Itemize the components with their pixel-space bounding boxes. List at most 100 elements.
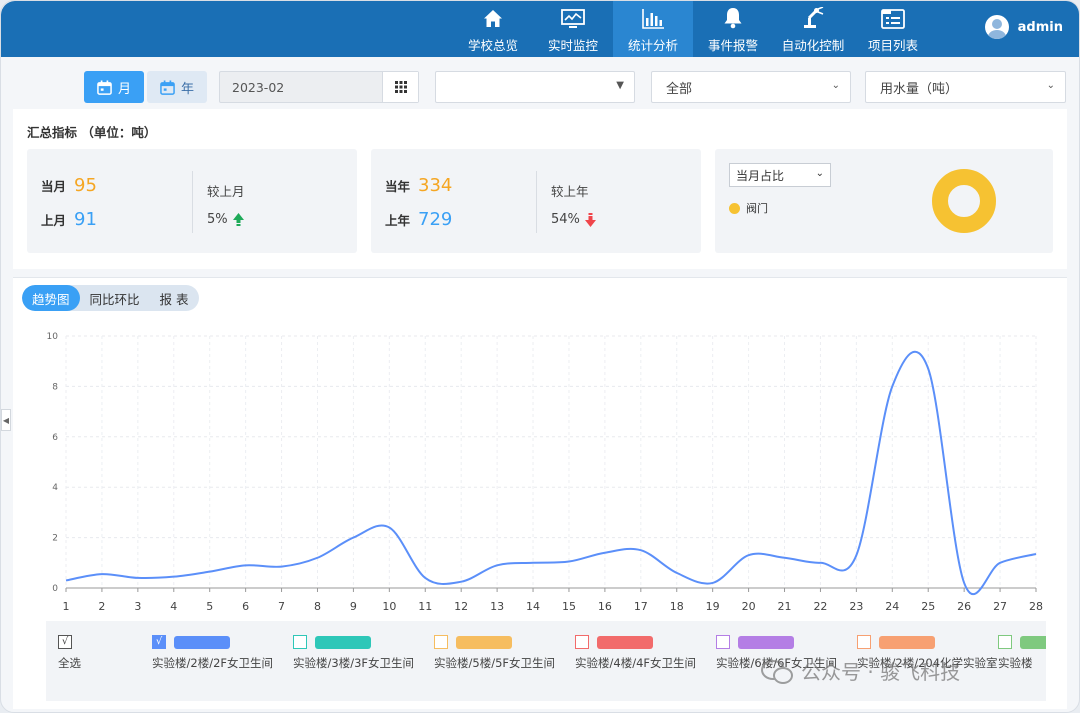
checkbox-icon[interactable]: √ [58, 635, 72, 649]
legend-color-bar [879, 636, 935, 649]
x-tick-label: 6 [242, 600, 249, 613]
checkbox-icon[interactable] [575, 635, 589, 649]
legend-item-label: 实验楼/2楼/204化学实验室 [857, 656, 998, 670]
prev-year-label: 上年 [385, 213, 411, 228]
x-tick-label: 23 [849, 600, 863, 613]
metric-select[interactable]: 用水量（吨） ⌄ [865, 71, 1066, 103]
collapse-sidebar-button[interactable]: ◀ [1, 409, 11, 431]
current-month-label: 当月 [41, 179, 67, 194]
x-tick-label: 12 [454, 600, 468, 613]
month-compare-value-group: 5% [207, 212, 244, 227]
x-tick-label: 28 [1029, 600, 1043, 613]
top-navigation-bar: 学校总览 实时监控 统计分析 事件报警 自动化控制 项目列表 admin [1, 1, 1079, 57]
tab-0[interactable]: 趋势图 [22, 285, 80, 311]
list-icon [881, 1, 905, 31]
nav-item-5[interactable]: 项目列表 [853, 1, 933, 57]
legend-item-label: 实验楼/3楼/3F女卫生间 [293, 656, 414, 670]
year-compare-value-group: 54% [551, 212, 596, 227]
y-tick-label: 0 [52, 584, 58, 594]
ratio-legend-item[interactable]: 阀门 [729, 200, 768, 216]
tab-2[interactable]: 报 表 [159, 291, 189, 307]
caret-down-icon: ▼ [616, 80, 624, 91]
x-tick-label: 19 [706, 600, 720, 613]
avatar [984, 15, 1009, 39]
legend-color-bar [597, 636, 653, 649]
device-select[interactable]: 全部 ⌄ [651, 71, 851, 103]
prev-month-value: 91 [74, 209, 97, 230]
date-value: 2023-02 [232, 79, 285, 95]
calendar-icon [160, 79, 175, 95]
x-tick-label: 24 [885, 600, 899, 613]
x-tick-label: 11 [418, 600, 432, 613]
nav-item-2[interactable]: 统计分析 [613, 1, 693, 57]
watermark: 公众号 · 骏飞科技 [761, 656, 960, 685]
current-year-value: 334 [418, 175, 453, 196]
x-tick-label: 22 [813, 600, 827, 613]
series-line-0[interactable] [65, 350, 1037, 595]
x-tick-label: 4 [170, 600, 177, 613]
checkbox-icon[interactable] [293, 635, 307, 649]
x-tick-label: 10 [382, 600, 396, 613]
metric-select-value: 用水量（吨） [880, 81, 959, 97]
month-compare-label: 较上月 [207, 184, 245, 199]
wechat-icon [761, 658, 793, 684]
user-menu[interactable]: admin [984, 15, 1063, 39]
bar-chart-icon [642, 1, 664, 31]
year-toggle-button[interactable]: 年 [147, 71, 207, 103]
checkbox-icon[interactable] [716, 635, 730, 649]
location-select[interactable]: ▼ [435, 71, 635, 103]
chevron-down-icon: ⌄ [815, 168, 824, 179]
calendar-icon [97, 79, 112, 95]
nav-item-4[interactable]: 自动化控制 [773, 1, 853, 57]
y-tick-label: 10 [47, 332, 59, 342]
legend-color-bar [1020, 636, 1046, 649]
year-compare-label: 较上年 [551, 184, 589, 199]
arrow-down-icon [584, 212, 596, 227]
legend-color-dot [729, 202, 740, 214]
select-all-label: 全选 [58, 656, 81, 670]
date-picker-button[interactable] [382, 72, 418, 102]
x-tick-label: 1 [63, 600, 70, 613]
nav-item-3[interactable]: 事件报警 [693, 1, 773, 57]
checkbox-icon[interactable] [998, 635, 1012, 649]
ratio-donut-chart [932, 169, 996, 233]
year-summary-card: 当年 334 上年 729 较上年 54% [371, 149, 701, 253]
main-nav: 学校总览 实时监控 统计分析 事件报警 自动化控制 项目列表 [453, 1, 933, 57]
ratio-select[interactable]: 当月占比 ⌄ [729, 163, 831, 187]
y-tick-label: 6 [52, 433, 58, 443]
x-tick-label: 15 [562, 600, 576, 613]
date-picker-input[interactable]: 2023-02 [219, 71, 419, 103]
checkbox-icon[interactable] [434, 635, 448, 649]
device-select-value: 全部 [666, 81, 693, 97]
legend-item-label: 实验楼/4楼/4F女卫生间 [575, 656, 696, 670]
year-label: 年 [180, 81, 194, 97]
filter-toolbar: 月 年 2023-02 ▼ 全部 ⌄ 用水量（吨） ⌄ [1, 71, 1079, 103]
month-toggle-button[interactable]: 月 [84, 71, 144, 103]
chevron-down-icon: ⌄ [1046, 80, 1055, 91]
bell-icon [723, 1, 743, 31]
watermark-text: 公众号 · 骏飞科技 [801, 660, 961, 684]
x-tick-label: 14 [526, 600, 540, 613]
chart-panel: 趋势图 同比环比报 表 0 2 4 6 8 10 1 2 3 4 5 6 7 8 9 10 11 12 13 14 15 1… [13, 277, 1067, 709]
nav-item-1[interactable]: 实时监控 [533, 1, 613, 57]
nav-item-0[interactable]: 学校总览 [453, 1, 533, 57]
x-tick-label: 26 [957, 600, 971, 613]
chart-tabs: 趋势图 同比环比 报 表 [22, 285, 199, 311]
x-tick-label: 18 [670, 600, 684, 613]
ratio-select-value: 当月占比 [736, 168, 785, 183]
monitor-icon [561, 1, 585, 31]
checkbox-icon[interactable] [857, 635, 871, 649]
legend-item-label: 实验楼/2楼/2F女卫生间 [152, 656, 273, 670]
prev-month-label: 上月 [41, 213, 67, 228]
nav-item-label: 项目列表 [867, 38, 918, 53]
checkbox-checked-icon[interactable]: √ [152, 635, 166, 649]
donut-slice-valve[interactable] [932, 169, 996, 233]
nav-item-label: 学校总览 [467, 38, 518, 53]
divider [536, 171, 537, 233]
current-year-label: 当年 [385, 179, 411, 194]
chevron-down-icon: ⌄ [831, 80, 840, 91]
tab-1[interactable]: 同比环比 [89, 291, 140, 307]
legend-color-bar [456, 636, 512, 649]
nav-item-label: 实时监控 [547, 38, 598, 53]
chevron-left-icon: ◀ [2, 415, 10, 425]
